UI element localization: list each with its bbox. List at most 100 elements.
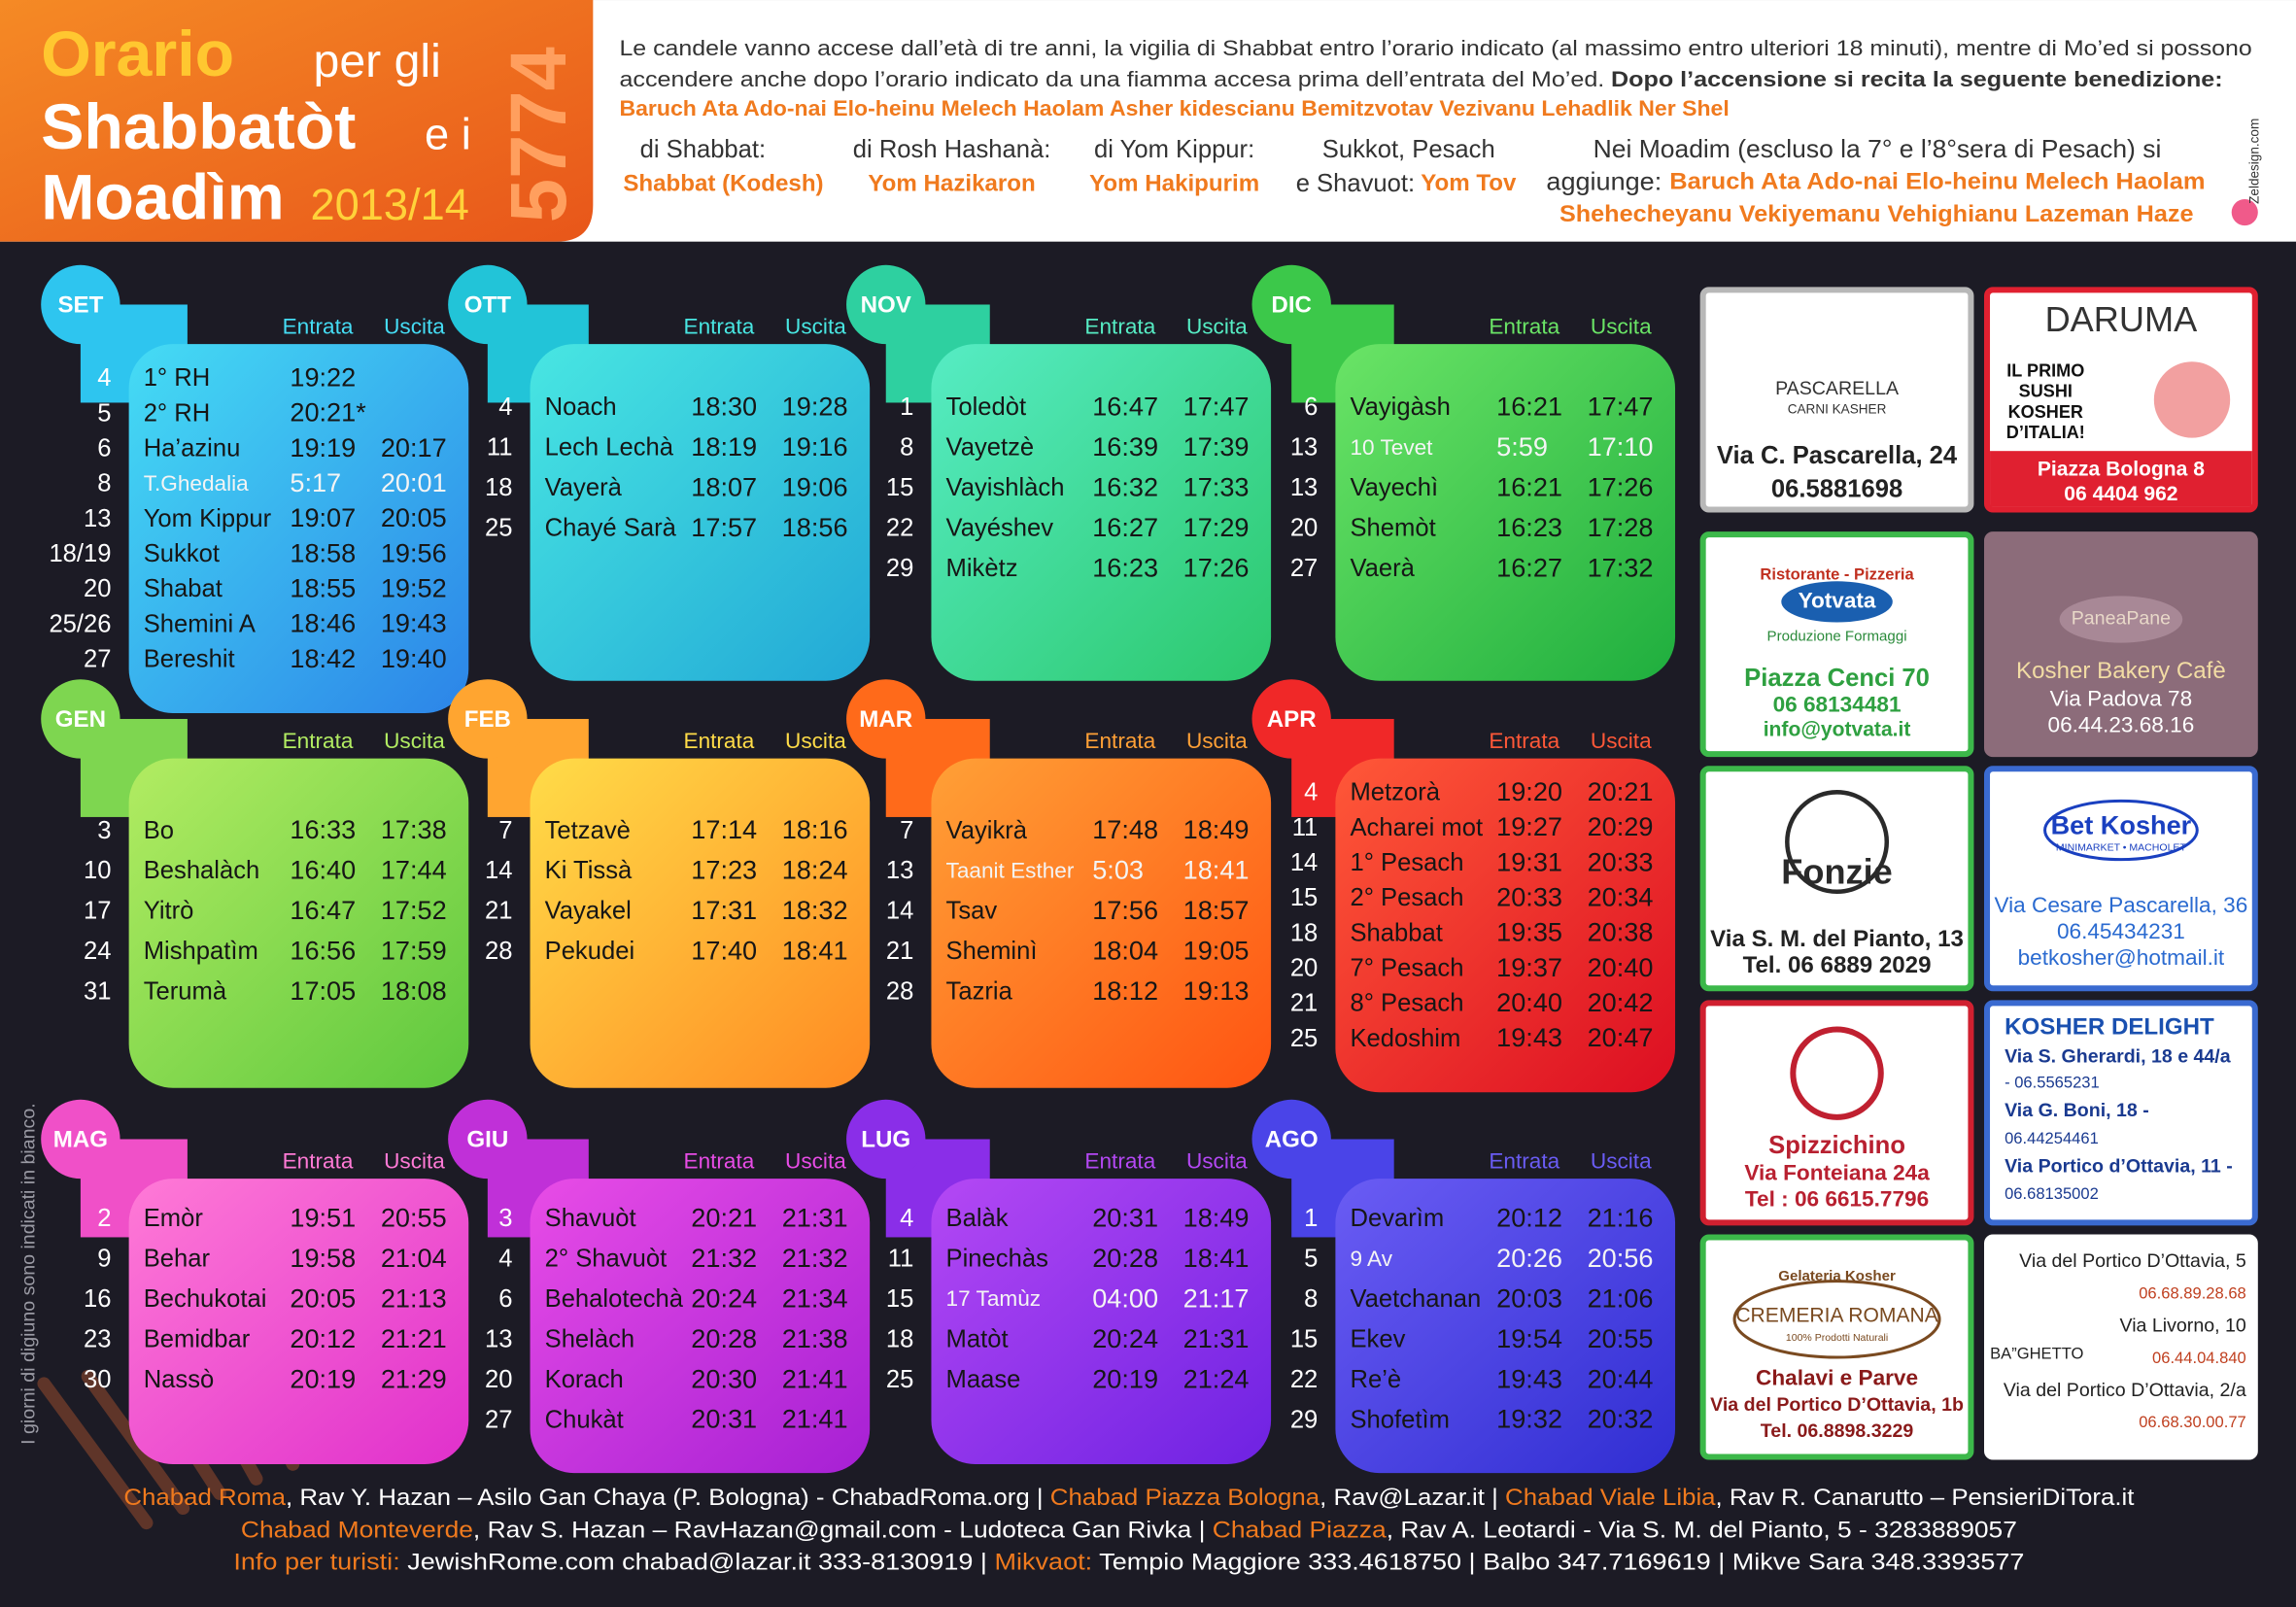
parasha: Yitrò xyxy=(144,898,194,925)
footer-text: , Rav Y. Hazan – Asilo Gan Chaya (P. Bol… xyxy=(286,1486,1050,1512)
month-name: FEB xyxy=(464,706,511,733)
time-entrata: 18:55 xyxy=(290,573,356,603)
ad-text: Tel. 06 6889 2029 xyxy=(1743,952,1932,978)
day: 13 xyxy=(1290,434,1319,462)
month-box xyxy=(128,344,469,713)
intro-bold: Dopo l’accensione si recita la seguente … xyxy=(1611,67,2223,91)
time-uscita: 17:47 xyxy=(1183,392,1250,422)
day: 18 xyxy=(886,1325,914,1352)
day: 10 xyxy=(84,857,112,884)
ad-text: Bet Kosher xyxy=(2051,810,2192,840)
blessing-text: Baruch Ata Ado-nai Elo-heinu Melech Haol… xyxy=(1669,169,2205,195)
time-uscita: 18:41 xyxy=(782,935,848,965)
blessing-text: Shabbat (Kodesh) xyxy=(623,170,823,196)
time-uscita: 20:44 xyxy=(1588,1363,1654,1393)
month-name: LUG xyxy=(861,1126,910,1152)
parasha: Tetzavè xyxy=(545,817,631,844)
time-uscita: 19:40 xyxy=(381,643,447,673)
time-entrata: 16:27 xyxy=(1496,552,1562,582)
day: 8 xyxy=(1304,1285,1318,1313)
day: 9 xyxy=(97,1246,111,1273)
column-header: Uscita xyxy=(1591,315,1652,339)
time-uscita: 17:29 xyxy=(1183,512,1250,542)
day: 29 xyxy=(1290,1406,1319,1433)
column-header: Entrata xyxy=(1084,315,1155,339)
title: e i xyxy=(425,110,471,159)
time-entrata: 17:14 xyxy=(691,814,757,844)
parasha: Shavuòt xyxy=(545,1205,636,1232)
month-name: NOV xyxy=(861,291,911,318)
blessing-text: Yom Tov xyxy=(1421,170,1517,196)
day: 25 xyxy=(485,515,513,542)
month-tab xyxy=(448,679,528,759)
time-uscita: 21:04 xyxy=(381,1243,447,1273)
parasha: Shemòt xyxy=(1350,515,1435,542)
day: 4 xyxy=(1304,779,1318,806)
column-header: Uscita xyxy=(1186,315,1248,339)
ad-logo xyxy=(1781,581,1893,623)
parasha: Korach xyxy=(545,1366,624,1393)
parasha: Shelàch xyxy=(545,1325,635,1352)
day: 25/26 xyxy=(49,610,111,637)
time-entrata: 16:21 xyxy=(1496,472,1562,502)
ad-text: Via del Portico D’Ottavia, 1b xyxy=(1710,1394,1964,1416)
ad-image xyxy=(2153,361,2231,438)
time-entrata: 18:12 xyxy=(1092,975,1158,1006)
blessing-text: Yom Hakipurim xyxy=(1089,170,1259,196)
ad-text: PaneaPane xyxy=(2072,608,2171,630)
parasha: 2° RH xyxy=(144,399,211,427)
parasha: 2° Pesach xyxy=(1350,884,1463,911)
parasha: Vayikrà xyxy=(946,817,1028,844)
day: 15 xyxy=(886,474,914,501)
footer-line: Chabad Roma, Rav Y. Hazan – Asilo Gan Ch… xyxy=(123,1486,2134,1512)
time-entrata: 20:03 xyxy=(1496,1282,1562,1313)
ad-frame xyxy=(1699,531,1974,758)
ad-logo xyxy=(1732,1280,1941,1359)
blessing-label: e Shavuot: xyxy=(1296,170,1415,197)
ad-frame xyxy=(1984,766,2258,992)
time-uscita: 18:57 xyxy=(1183,895,1250,925)
ad: Ristorante - Pizzeria Yotvata Produzione F… xyxy=(1699,531,1974,758)
day: 22 xyxy=(1290,1366,1319,1393)
credit: Zeldesign.com xyxy=(2246,119,2261,204)
day: 21 xyxy=(1290,990,1319,1017)
day: 6 xyxy=(1304,393,1318,421)
time-entrata: 19:32 xyxy=(1496,1404,1562,1434)
day: 11 xyxy=(487,434,513,462)
blessing-label: di Shabbat: xyxy=(640,136,767,163)
parasha: 17 Tamùz xyxy=(946,1286,1042,1311)
time-uscita: 21:41 xyxy=(782,1404,848,1434)
parasha: Vayechì xyxy=(1350,474,1438,501)
time-uscita: 20:56 xyxy=(1588,1243,1654,1273)
month-box xyxy=(530,758,871,1088)
day: 2 xyxy=(97,1205,111,1232)
day: 22 xyxy=(886,515,914,542)
time-entrata: 20:24 xyxy=(1092,1323,1158,1353)
day: 25 xyxy=(886,1366,914,1393)
month-name: OTT xyxy=(464,291,511,318)
ad-text: Via S. Gherardi, 18 e 44/a xyxy=(2005,1045,2232,1067)
parasha: 9 Av xyxy=(1350,1247,1392,1271)
time-entrata: 19:58 xyxy=(290,1243,356,1273)
parasha: T.Ghedalia xyxy=(144,471,249,496)
time-entrata: 17:31 xyxy=(691,895,757,925)
day: 5 xyxy=(97,399,111,427)
title: Shabbatòt xyxy=(41,91,356,163)
ad-text: Via Padova 78 xyxy=(2050,686,2193,710)
time-uscita: 19:56 xyxy=(381,537,447,567)
ad-text: Piazza Bologna 8 xyxy=(2038,458,2205,480)
time-entrata: 20:24 xyxy=(691,1282,757,1313)
ad: KOSHER DELIGHT Via S. Gherardi, 18 e 44/a… xyxy=(1984,1000,2258,1226)
ad-text: 06.45434231 xyxy=(2057,919,2185,943)
time-uscita: 21:16 xyxy=(1588,1203,1654,1233)
parasha: Vayetzè xyxy=(946,434,1035,462)
day: 8 xyxy=(900,434,913,462)
day: 18 xyxy=(1290,919,1319,946)
day: 21 xyxy=(485,898,513,925)
time-entrata: 21:32 xyxy=(691,1243,757,1273)
parasha: 1° RH xyxy=(144,364,211,392)
parasha: Sukkot xyxy=(144,540,220,567)
parasha: 8° Pesach xyxy=(1350,990,1463,1017)
